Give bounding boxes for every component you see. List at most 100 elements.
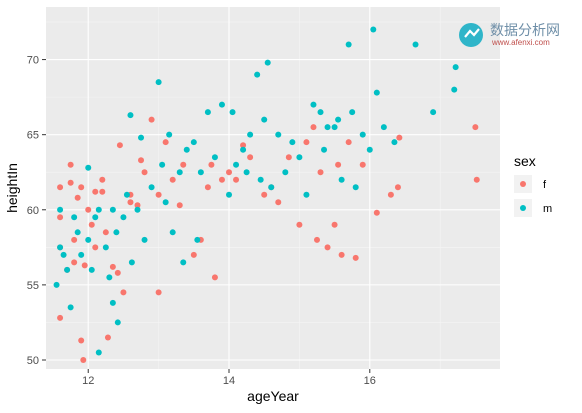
- point-f: [226, 169, 233, 176]
- point-f: [338, 251, 345, 258]
- point-f: [396, 134, 403, 141]
- x-tick-label: 12: [82, 375, 94, 387]
- point-m: [349, 109, 356, 116]
- point-f: [472, 124, 479, 131]
- point-f: [176, 202, 183, 209]
- grid-major: [46, 7, 500, 369]
- point-m: [74, 229, 81, 236]
- point-m: [352, 184, 359, 191]
- point-f: [387, 191, 394, 198]
- point-f: [81, 262, 88, 269]
- point-f: [155, 289, 162, 296]
- legend-symbol-f: [520, 181, 526, 187]
- point-m: [310, 101, 317, 108]
- point-m: [412, 41, 419, 48]
- point-m: [240, 146, 247, 153]
- point-m: [233, 161, 240, 168]
- point-m: [85, 236, 92, 243]
- point-f: [373, 209, 380, 216]
- point-m: [180, 259, 187, 266]
- point-m: [359, 131, 366, 138]
- point-f: [218, 176, 225, 183]
- point-m: [430, 109, 437, 116]
- point-m: [60, 251, 67, 258]
- point-f: [473, 176, 480, 183]
- point-m: [88, 266, 95, 273]
- point-m: [452, 64, 459, 71]
- point-f: [275, 199, 282, 206]
- point-m: [321, 146, 328, 153]
- point-m: [373, 89, 380, 96]
- point-m: [176, 169, 183, 176]
- point-f: [138, 157, 145, 164]
- point-f: [102, 229, 109, 236]
- point-m: [264, 59, 271, 66]
- watermark-title: 数据分析网: [490, 23, 560, 39]
- point-m: [92, 214, 99, 221]
- point-m: [243, 169, 250, 176]
- point-m: [166, 131, 173, 138]
- point-m: [391, 139, 398, 146]
- point-m: [229, 109, 236, 116]
- point-f: [67, 161, 74, 168]
- point-m: [123, 191, 130, 198]
- point-f: [78, 337, 85, 344]
- legend-title: sex: [514, 153, 536, 169]
- point-m: [57, 244, 64, 251]
- point-m: [335, 116, 342, 123]
- point-f: [120, 289, 127, 296]
- point-m: [155, 79, 162, 86]
- y-tick-label: 60: [27, 205, 39, 217]
- point-f: [57, 214, 64, 221]
- point-f: [104, 334, 111, 341]
- point-m: [109, 299, 116, 306]
- point-m: [95, 349, 102, 356]
- point-f: [99, 176, 106, 183]
- point-m: [289, 139, 296, 146]
- point-m: [261, 116, 268, 123]
- point-f: [352, 254, 359, 261]
- point-m: [53, 281, 60, 288]
- point-m: [113, 229, 120, 236]
- point-f: [345, 139, 352, 146]
- point-m: [95, 206, 102, 213]
- point-m: [190, 139, 197, 146]
- point-f: [394, 184, 401, 191]
- logo-icon: [459, 23, 483, 47]
- point-f: [169, 176, 176, 183]
- point-m: [127, 112, 134, 119]
- point-m: [317, 109, 324, 116]
- point-m: [204, 109, 211, 116]
- point-f: [335, 161, 342, 168]
- point-f: [80, 356, 87, 363]
- point-f: [211, 274, 218, 281]
- point-f: [317, 169, 324, 176]
- point-f: [67, 179, 74, 186]
- x-tick-label: 16: [364, 375, 376, 387]
- point-m: [114, 319, 121, 326]
- point-f: [208, 161, 215, 168]
- point-m: [380, 124, 387, 131]
- point-m: [370, 26, 377, 33]
- point-f: [99, 188, 106, 195]
- point-m: [211, 154, 218, 161]
- point-f: [71, 259, 78, 266]
- point-f: [109, 263, 116, 270]
- point-m: [226, 191, 233, 198]
- point-m: [282, 169, 289, 176]
- point-m: [331, 124, 338, 131]
- point-f: [141, 169, 148, 176]
- point-f: [114, 269, 121, 276]
- point-m: [128, 259, 135, 266]
- point-m: [138, 134, 145, 141]
- point-m: [275, 131, 282, 138]
- legend-label-f: f: [543, 179, 547, 191]
- point-m: [303, 191, 310, 198]
- y-tick-label: 55: [27, 280, 39, 292]
- point-f: [180, 161, 187, 168]
- point-m: [78, 251, 85, 258]
- point-f: [88, 221, 95, 228]
- y-axis-title: heightIn: [4, 163, 20, 213]
- point-f: [116, 142, 123, 149]
- point-f: [155, 191, 162, 198]
